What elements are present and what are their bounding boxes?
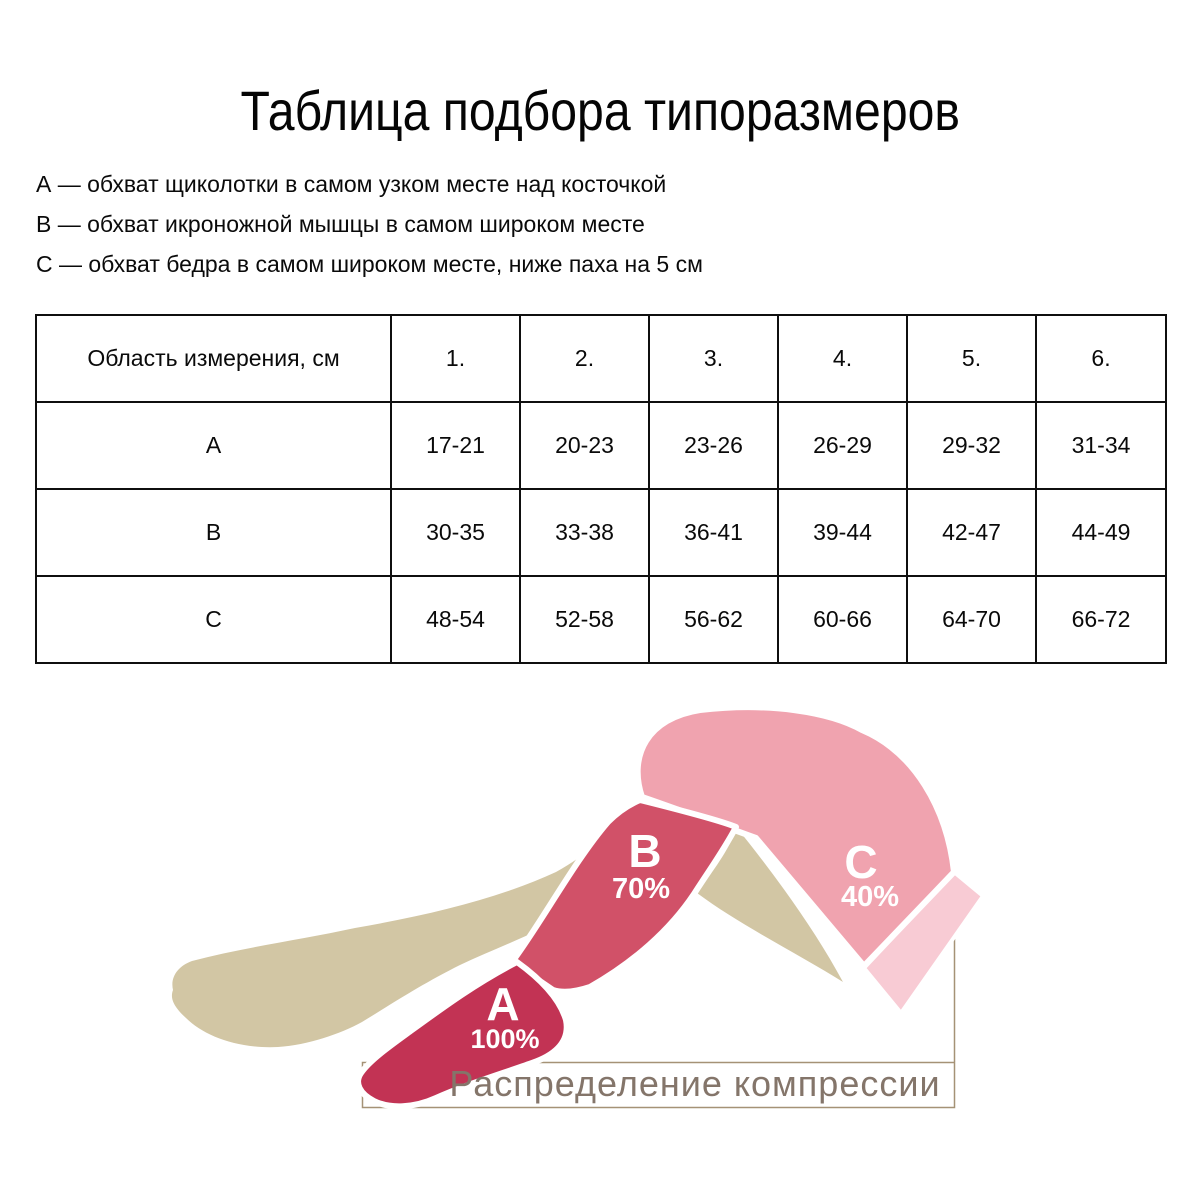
page-title-text: Таблица подбора типоразмеров <box>240 78 960 142</box>
column-header-measure: Область измерения, см <box>35 314 392 403</box>
zone-a-percent: 100% <box>470 1024 539 1054</box>
column-header-2: 2. <box>519 314 650 403</box>
zone-c-label: C <box>844 836 877 888</box>
cell: 66-72 <box>1035 575 1167 664</box>
column-header-6: 6. <box>1035 314 1167 403</box>
cell: 29-32 <box>906 401 1037 490</box>
table-row-c: C 48-54 52-58 56-62 60-66 64-70 66-72 <box>35 575 1167 664</box>
cell: 36-41 <box>648 488 779 577</box>
measurement-legend: А — обхват щиколотки в самом узком месте… <box>36 164 703 284</box>
cell: 64-70 <box>906 575 1037 664</box>
cell: 20-23 <box>519 401 650 490</box>
cell: 30-35 <box>390 488 521 577</box>
cell: 56-62 <box>648 575 779 664</box>
foot-zone-a <box>355 959 570 1110</box>
column-header-3: 3. <box>648 314 779 403</box>
cell: 26-29 <box>777 401 908 490</box>
legend-item-c: С — обхват бедра в самом широком месте, … <box>36 251 703 277</box>
row-label: A <box>35 401 392 490</box>
size-table: Область измерения, см 1. 2. 3. 4. 5. 6. … <box>35 314 1167 664</box>
legend-item-a: А — обхват щиколотки в самом узком месте… <box>36 171 667 197</box>
zone-b-percent: 70% <box>612 873 670 905</box>
table-header-row: Область измерения, см 1. 2. 3. 4. 5. 6. <box>35 314 1167 403</box>
table-row-b: B 30-35 33-38 36-41 39-44 42-47 44-49 <box>35 488 1167 577</box>
row-label: B <box>35 488 392 577</box>
knee-shape <box>697 828 843 982</box>
cell: 17-21 <box>390 401 521 490</box>
cell: 44-49 <box>1035 488 1167 577</box>
diagram-caption: Распределение компрессии <box>449 1063 940 1104</box>
zone-b-label: B <box>628 825 661 877</box>
cell: 52-58 <box>519 575 650 664</box>
cell: 31-34 <box>1035 401 1167 490</box>
page-title: Таблица подбора типоразмеров <box>0 78 1200 143</box>
column-header-4: 4. <box>777 314 908 403</box>
cell: 23-26 <box>648 401 779 490</box>
zone-a-label: A <box>486 978 519 1030</box>
cell: 60-66 <box>777 575 908 664</box>
column-header-5: 5. <box>906 314 1037 403</box>
table-row-a: A 17-21 20-23 23-26 26-29 29-32 31-34 <box>35 401 1167 490</box>
cell: 42-47 <box>906 488 1037 577</box>
cell: 33-38 <box>519 488 650 577</box>
compression-diagram: B 70% C 40% A 100% Распределение компрес… <box>171 704 985 1110</box>
column-header-1: 1. <box>390 314 521 403</box>
cell: 39-44 <box>777 488 908 577</box>
legend-item-b: В — обхват икроножной мышцы в самом широ… <box>36 211 645 237</box>
calf-zone-b <box>509 797 739 995</box>
row-label: C <box>35 575 392 664</box>
bare-leg-shape <box>171 780 690 1048</box>
cell: 48-54 <box>390 575 521 664</box>
zone-c-percent: 40% <box>841 881 899 913</box>
